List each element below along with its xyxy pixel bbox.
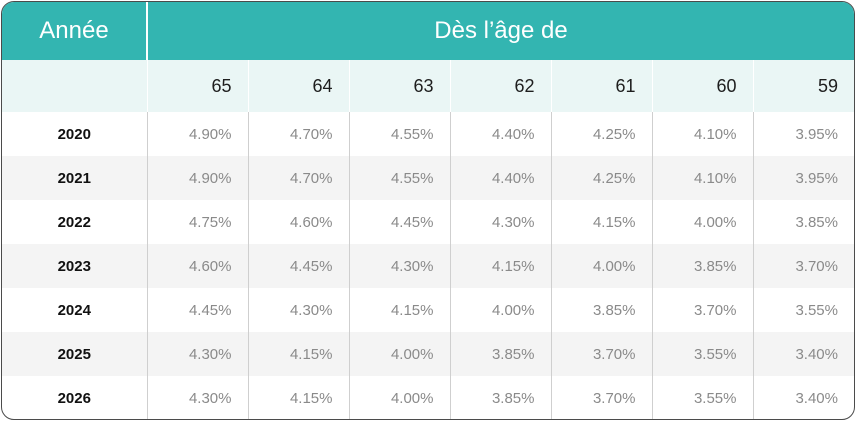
year-cell: 2026 [57,389,91,407]
rate-cell: 3.85% [449,376,551,419]
rate-cell: 4.60% [146,244,248,288]
rate-cell: 3.95% [752,156,854,200]
age-header-cell: 61 [550,60,652,112]
rate-cell: 4.15% [247,332,349,376]
year-cell: 2020 [57,125,91,143]
age-header-cell: 59 [752,60,854,112]
rate-cell: 4.30% [247,288,349,332]
year-cell: 2022 [57,213,91,231]
rate-cell: 4.00% [348,376,450,419]
rate-cell: 3.40% [752,376,854,419]
age-header-cell: 63 [348,60,450,112]
rate-cell: 3.55% [752,288,854,332]
age-group-header: Dès l’âge de [147,2,854,60]
rate-cell: 4.15% [348,288,450,332]
table-row: 2021 4.90% 4.70% 4.55% 4.40% 4.25% 4.10% 3.95% [2,156,854,200]
age-header-cell: 65 [146,60,248,112]
rate-cell: 4.00% [550,244,652,288]
table-row: 2023 4.60% 4.45% 4.30% 4.15% 4.00% 3.85% 3.70% [2,244,854,288]
year-cell: 2025 [2,332,147,376]
rate-cell: 4.70% [247,156,349,200]
year-cell: 2021 [2,156,147,200]
rate-cell: 4.30% [146,376,248,419]
rate-cell: 4.40% [449,156,551,200]
table-row: 2025 4.30% 4.15% 4.00% 3.85% 3.70% 3.55% 3.40% [2,332,854,376]
rate-cell: 4.40% [449,112,551,156]
rate-cell: 4.00% [651,200,753,244]
rate-cell: 4.30% [146,332,248,376]
rate-cell: 4.00% [449,288,551,332]
rate-cell: 3.70% [752,244,854,288]
rate-cell: 4.25% [550,112,652,156]
table-row: 2024 4.45% 4.30% 4.15% 4.00% 3.85% 3.70% 3.55% [2,288,854,332]
rate-cell: 4.45% [247,244,349,288]
year-cell: 2023 [2,244,147,288]
rate-cell: 4.25% [550,156,652,200]
rate-cell: 4.55% [348,112,450,156]
rate-cell: 3.85% [752,200,854,244]
rate-cell: 3.85% [550,288,652,332]
rate-cell: 4.00% [348,332,450,376]
table-row: 2026 4.30% 4.15% 4.00% 3.85% 3.70% 3.55% 3.40% [2,376,854,419]
header-row: Année Dès l’âge de [2,2,854,60]
year-column-header: Année [2,2,148,60]
rate-cell: 4.55% [348,156,450,200]
age-header-row: 65 64 63 62 61 60 59 [2,60,854,112]
rate-cell: 3.95% [752,112,854,156]
rate-cell: 4.30% [449,200,551,244]
rate-cell: 4.60% [247,200,349,244]
rate-cell: 4.75% [146,200,248,244]
rate-cell: 4.70% [247,112,349,156]
rate-cell: 3.70% [550,332,652,376]
rate-cell: 4.45% [146,288,248,332]
rate-cell: 4.10% [651,112,753,156]
rate-cell: 3.85% [651,244,753,288]
rate-cell: 3.55% [651,332,753,376]
rate-cell: 4.15% [449,244,551,288]
rate-cell: 3.55% [651,376,753,419]
table-row: 2020 4.90% 4.70% 4.55% 4.40% 4.25% 4.10% 3.95% [2,112,854,156]
rate-cell: 4.30% [348,244,450,288]
rate-cell: 4.90% [146,112,248,156]
rate-cell: 4.45% [348,200,450,244]
rate-cell: 3.70% [550,376,652,419]
rate-cell: 4.90% [146,156,248,200]
rate-cell: 4.15% [550,200,652,244]
age-header-cell: 64 [247,60,349,112]
age-row-blank-cell [2,60,147,112]
year-cell: 2024 [57,301,91,319]
table-row: 2022 4.75% 4.60% 4.45% 4.30% 4.15% 4.00% 3.85% [2,200,854,244]
rate-cell: 4.10% [651,156,753,200]
rate-cell: 3.40% [752,332,854,376]
rate-cell: 3.85% [449,332,551,376]
rate-cell: 4.15% [247,376,349,419]
age-header-cell: 62 [449,60,551,112]
rate-cell: 3.70% [651,288,753,332]
age-header-cell: 60 [651,60,753,112]
